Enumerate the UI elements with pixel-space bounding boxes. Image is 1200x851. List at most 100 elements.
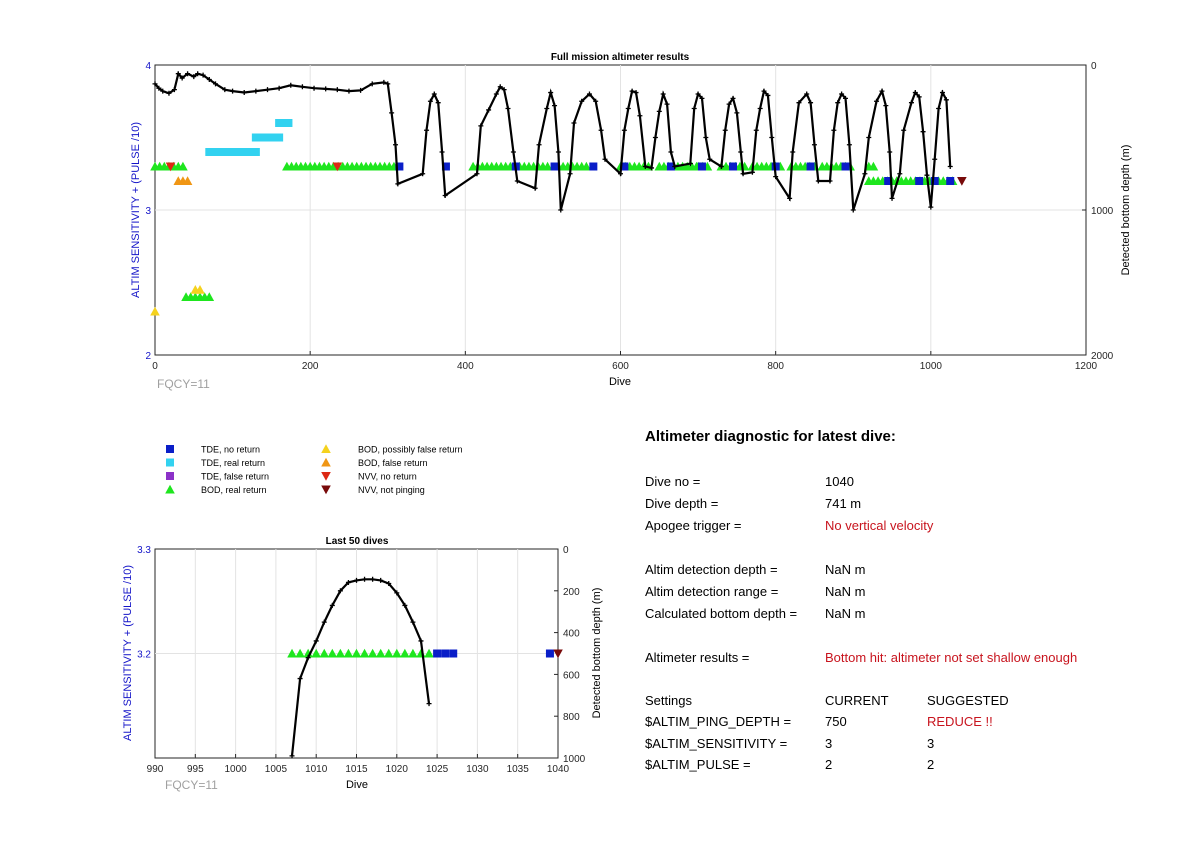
depth-point	[831, 127, 837, 133]
pulse-label: $ALTIM_PULSE =	[645, 757, 751, 772]
data-marker	[375, 648, 386, 658]
main-depth-line	[152, 71, 953, 213]
depth-point	[431, 91, 437, 97]
depth-point	[757, 106, 763, 111]
depth-point	[932, 156, 938, 162]
depth-point	[166, 90, 172, 96]
detection-range-label: Altim detection range =	[645, 584, 779, 599]
depth-line	[154, 71, 952, 211]
data-marker	[957, 177, 967, 186]
data-marker	[332, 162, 343, 172]
data-marker	[295, 648, 305, 658]
depth-point	[691, 106, 697, 111]
data-marker	[209, 148, 218, 156]
depth-point	[808, 100, 814, 106]
data-marker	[204, 292, 215, 301]
data-marker	[319, 648, 330, 658]
small-chart-title: Last 50 dives	[326, 536, 389, 547]
data-marker	[884, 177, 893, 185]
main-y-left-label: ALTIM SENSITIVITY + (PULSE /10)	[130, 122, 142, 298]
depth-point	[345, 579, 351, 585]
depth-point	[402, 602, 408, 608]
depth-point	[175, 71, 181, 77]
main-fqcy-note: FQCY=11	[157, 377, 210, 391]
depth-point	[369, 81, 375, 87]
depth-point	[912, 90, 918, 96]
depth-point	[305, 655, 311, 661]
data-marker	[251, 148, 260, 156]
depth-point	[424, 127, 430, 133]
depth-point	[730, 95, 736, 101]
data-marker	[335, 648, 346, 658]
depth-point	[370, 576, 376, 582]
small-y-left-label: ALTIM SENSITIVITY + (PULSE /10)	[122, 565, 134, 741]
legend-marker	[321, 485, 331, 495]
y-left-tick-label: 2	[145, 351, 151, 362]
depth-point	[558, 207, 564, 213]
ping-depth-current: 750	[825, 714, 847, 729]
depth-point	[943, 97, 949, 103]
depth-point	[621, 127, 627, 133]
depth-point	[740, 171, 746, 177]
depth-point	[311, 85, 317, 91]
small-depth-line	[289, 576, 432, 759]
depth-point	[664, 101, 670, 107]
depth-point	[362, 576, 368, 582]
depth-point	[439, 149, 445, 155]
pulse-current: 2	[825, 757, 833, 772]
depth-point	[598, 127, 604, 133]
apogee-row: Apogee trigger = No vertical velocity	[645, 518, 1185, 536]
data-marker	[223, 148, 232, 156]
depth-point	[699, 95, 705, 101]
data-marker	[359, 648, 370, 658]
depth-point	[420, 171, 426, 177]
small-fqcy-note: FQCY=11	[165, 778, 218, 792]
data-marker	[542, 161, 553, 171]
depth-point	[358, 87, 364, 93]
depth-point	[241, 90, 247, 96]
legend-label: BOD, possibly false return	[358, 445, 463, 455]
depth-point	[435, 100, 441, 106]
detection-depth-value: NaN m	[825, 562, 866, 577]
x-tick-label: 1025	[426, 764, 449, 775]
depth-point	[329, 602, 335, 608]
depth-point	[874, 98, 880, 104]
x-tick-label: 1200	[1075, 361, 1098, 372]
dive-no-value: 1040	[825, 474, 854, 489]
depth-point	[889, 195, 895, 201]
depth-point	[571, 120, 577, 126]
depth-point	[510, 149, 516, 155]
depth-point	[908, 100, 914, 106]
legend-label: BOD, real return	[201, 485, 267, 495]
depth-point	[726, 101, 732, 107]
legend-marker	[165, 484, 175, 494]
depth-point	[939, 90, 945, 96]
data-marker	[275, 119, 284, 127]
depth-point	[156, 85, 162, 91]
suggested-header: SUGGESTED	[927, 693, 1009, 708]
full-mission-chart: 0 200 400 600 800 1000 1200 2 3 4 0 1000 2000 Full m…	[130, 52, 1132, 391]
depth-point	[389, 110, 395, 116]
depth-point	[393, 142, 399, 148]
x-tick-label: 995	[187, 764, 204, 775]
y-right-tick-label: 2000	[1091, 351, 1114, 362]
y-right-tick-label: 400	[563, 629, 580, 640]
depth-point	[478, 123, 484, 129]
depth-point	[753, 127, 759, 133]
depth-point	[289, 753, 295, 759]
depth-point	[687, 161, 693, 167]
data-marker	[275, 133, 284, 142]
data-marker	[233, 148, 242, 156]
depth-line	[290, 578, 431, 757]
data-marker	[400, 648, 410, 658]
y-left-tick-label: 4	[145, 61, 151, 72]
pulse-suggested: 2	[927, 757, 935, 772]
depth-point	[642, 164, 648, 169]
data-marker	[697, 162, 706, 171]
main-grid	[155, 65, 1086, 355]
depth-point	[394, 590, 400, 596]
data-marker	[261, 133, 270, 142]
small-y-right-label: Detected bottom depth (m)	[591, 588, 603, 719]
depth-point	[936, 106, 942, 111]
depth-point	[862, 171, 868, 177]
